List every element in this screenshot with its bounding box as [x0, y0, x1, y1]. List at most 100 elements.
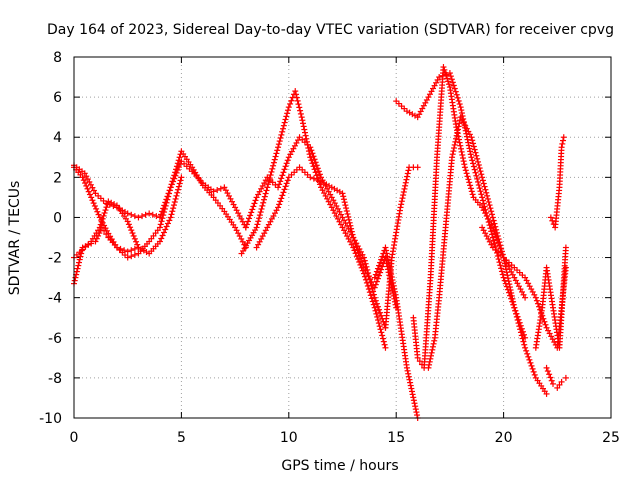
data-point-fill — [260, 199, 267, 206]
data-point-fill — [505, 275, 512, 282]
data-point-fill — [469, 157, 476, 164]
data-point-fill — [497, 242, 504, 249]
data-point-fill — [347, 222, 354, 229]
data-point-fill — [515, 316, 522, 323]
data-point-fill — [282, 183, 289, 190]
data-point-fill — [426, 358, 433, 365]
data-point-fill — [162, 199, 169, 206]
data-point-fill — [131, 251, 138, 258]
data-point-fill — [489, 211, 496, 218]
data-point-fill — [428, 349, 435, 356]
data-point-fill — [89, 197, 96, 204]
data-point-fill — [379, 335, 386, 342]
data-point-fill — [451, 145, 458, 152]
data-point-fill — [217, 185, 224, 192]
data-point-fill — [466, 179, 473, 186]
data-point — [156, 238, 163, 245]
data-point — [382, 244, 389, 251]
data-point-fill — [477, 188, 484, 195]
data-point-fill — [472, 149, 479, 156]
data-point-fill — [362, 276, 369, 283]
data-point-fill — [358, 258, 365, 265]
data-point-fill — [489, 231, 496, 238]
data-point-fill — [248, 209, 255, 216]
data-point — [403, 364, 410, 371]
data-point-fill — [407, 382, 414, 389]
data-point-fill — [475, 182, 482, 189]
data-point — [511, 304, 518, 311]
data-point — [146, 210, 153, 217]
data-point-fill — [270, 159, 277, 166]
data-point-fill — [128, 227, 135, 234]
data-point-fill — [279, 172, 286, 179]
data-point — [178, 174, 185, 181]
data-point-fill — [373, 310, 380, 317]
data-point-fill — [275, 141, 282, 148]
data-point-fill — [498, 245, 505, 252]
data-point-fill — [163, 223, 170, 230]
data-point-fill — [284, 110, 291, 117]
data-point-fill — [163, 196, 170, 203]
axes: 0 5 10 15 20 25 -10 -8 -6 -4 -2 0 2 4 6 8 — [39, 50, 620, 446]
data-point-fill — [518, 325, 525, 332]
data-point-fill — [402, 179, 409, 186]
data-point-fill — [468, 188, 475, 195]
data-point-fill — [95, 232, 102, 239]
data-point-fill — [519, 328, 526, 335]
data-point — [371, 304, 378, 311]
data-point-fill — [483, 189, 490, 196]
data-point-fill — [278, 195, 285, 202]
x-tick-label: 5 — [177, 430, 186, 446]
data-point-fill — [78, 250, 85, 257]
data-point-fill — [486, 202, 493, 209]
data-point-fill — [374, 265, 381, 272]
data-point-fill — [263, 187, 270, 194]
data-point-fill — [385, 259, 392, 266]
data-point-fill — [345, 216, 352, 223]
x-tick-label: 10 — [280, 430, 298, 446]
data-point-fill — [277, 178, 284, 185]
data-point-fill — [365, 269, 372, 276]
data-point-fill — [384, 253, 391, 260]
data-point-fill — [430, 340, 437, 347]
data-point-fill — [312, 159, 319, 166]
data-point-fill — [244, 218, 251, 225]
data-point-fill — [381, 341, 388, 348]
data-point-fill — [459, 155, 466, 162]
data-point-fill — [556, 381, 563, 388]
data-point-fill — [509, 295, 516, 302]
data-point-fill — [480, 200, 487, 207]
data-point-fill — [284, 157, 291, 164]
data-point — [457, 104, 464, 111]
data-point-fill — [306, 151, 313, 158]
data-point-fill — [476, 165, 483, 172]
data-point-fill — [366, 276, 373, 283]
data-point-fill — [340, 196, 347, 203]
data-point-fill — [452, 88, 459, 95]
data-point — [275, 144, 282, 151]
data-point-fill — [497, 262, 504, 269]
data-point-fill — [377, 259, 384, 266]
data-point-fill — [377, 309, 384, 316]
data-point — [167, 214, 174, 221]
data-point — [124, 218, 131, 225]
data-point-fill — [373, 278, 380, 285]
data-point-fill — [83, 182, 90, 189]
data-point-fill — [314, 165, 321, 172]
data-point-fill — [465, 139, 472, 146]
data-point-fill — [353, 253, 360, 260]
data-point-fill — [400, 192, 407, 199]
data-point-fill — [473, 152, 480, 159]
data-point-fill — [101, 209, 108, 216]
data-point-fill — [100, 212, 107, 219]
data-point-fill — [94, 208, 101, 215]
data-point-fill — [510, 298, 517, 305]
data-point — [522, 294, 529, 301]
data-point-fill — [370, 288, 377, 295]
data-point-fill — [256, 215, 263, 222]
data-point-fill — [378, 256, 385, 263]
data-point-fill — [255, 218, 262, 225]
data-point-fill — [406, 376, 413, 383]
data-point-fill — [249, 206, 256, 213]
data-point — [298, 114, 305, 121]
